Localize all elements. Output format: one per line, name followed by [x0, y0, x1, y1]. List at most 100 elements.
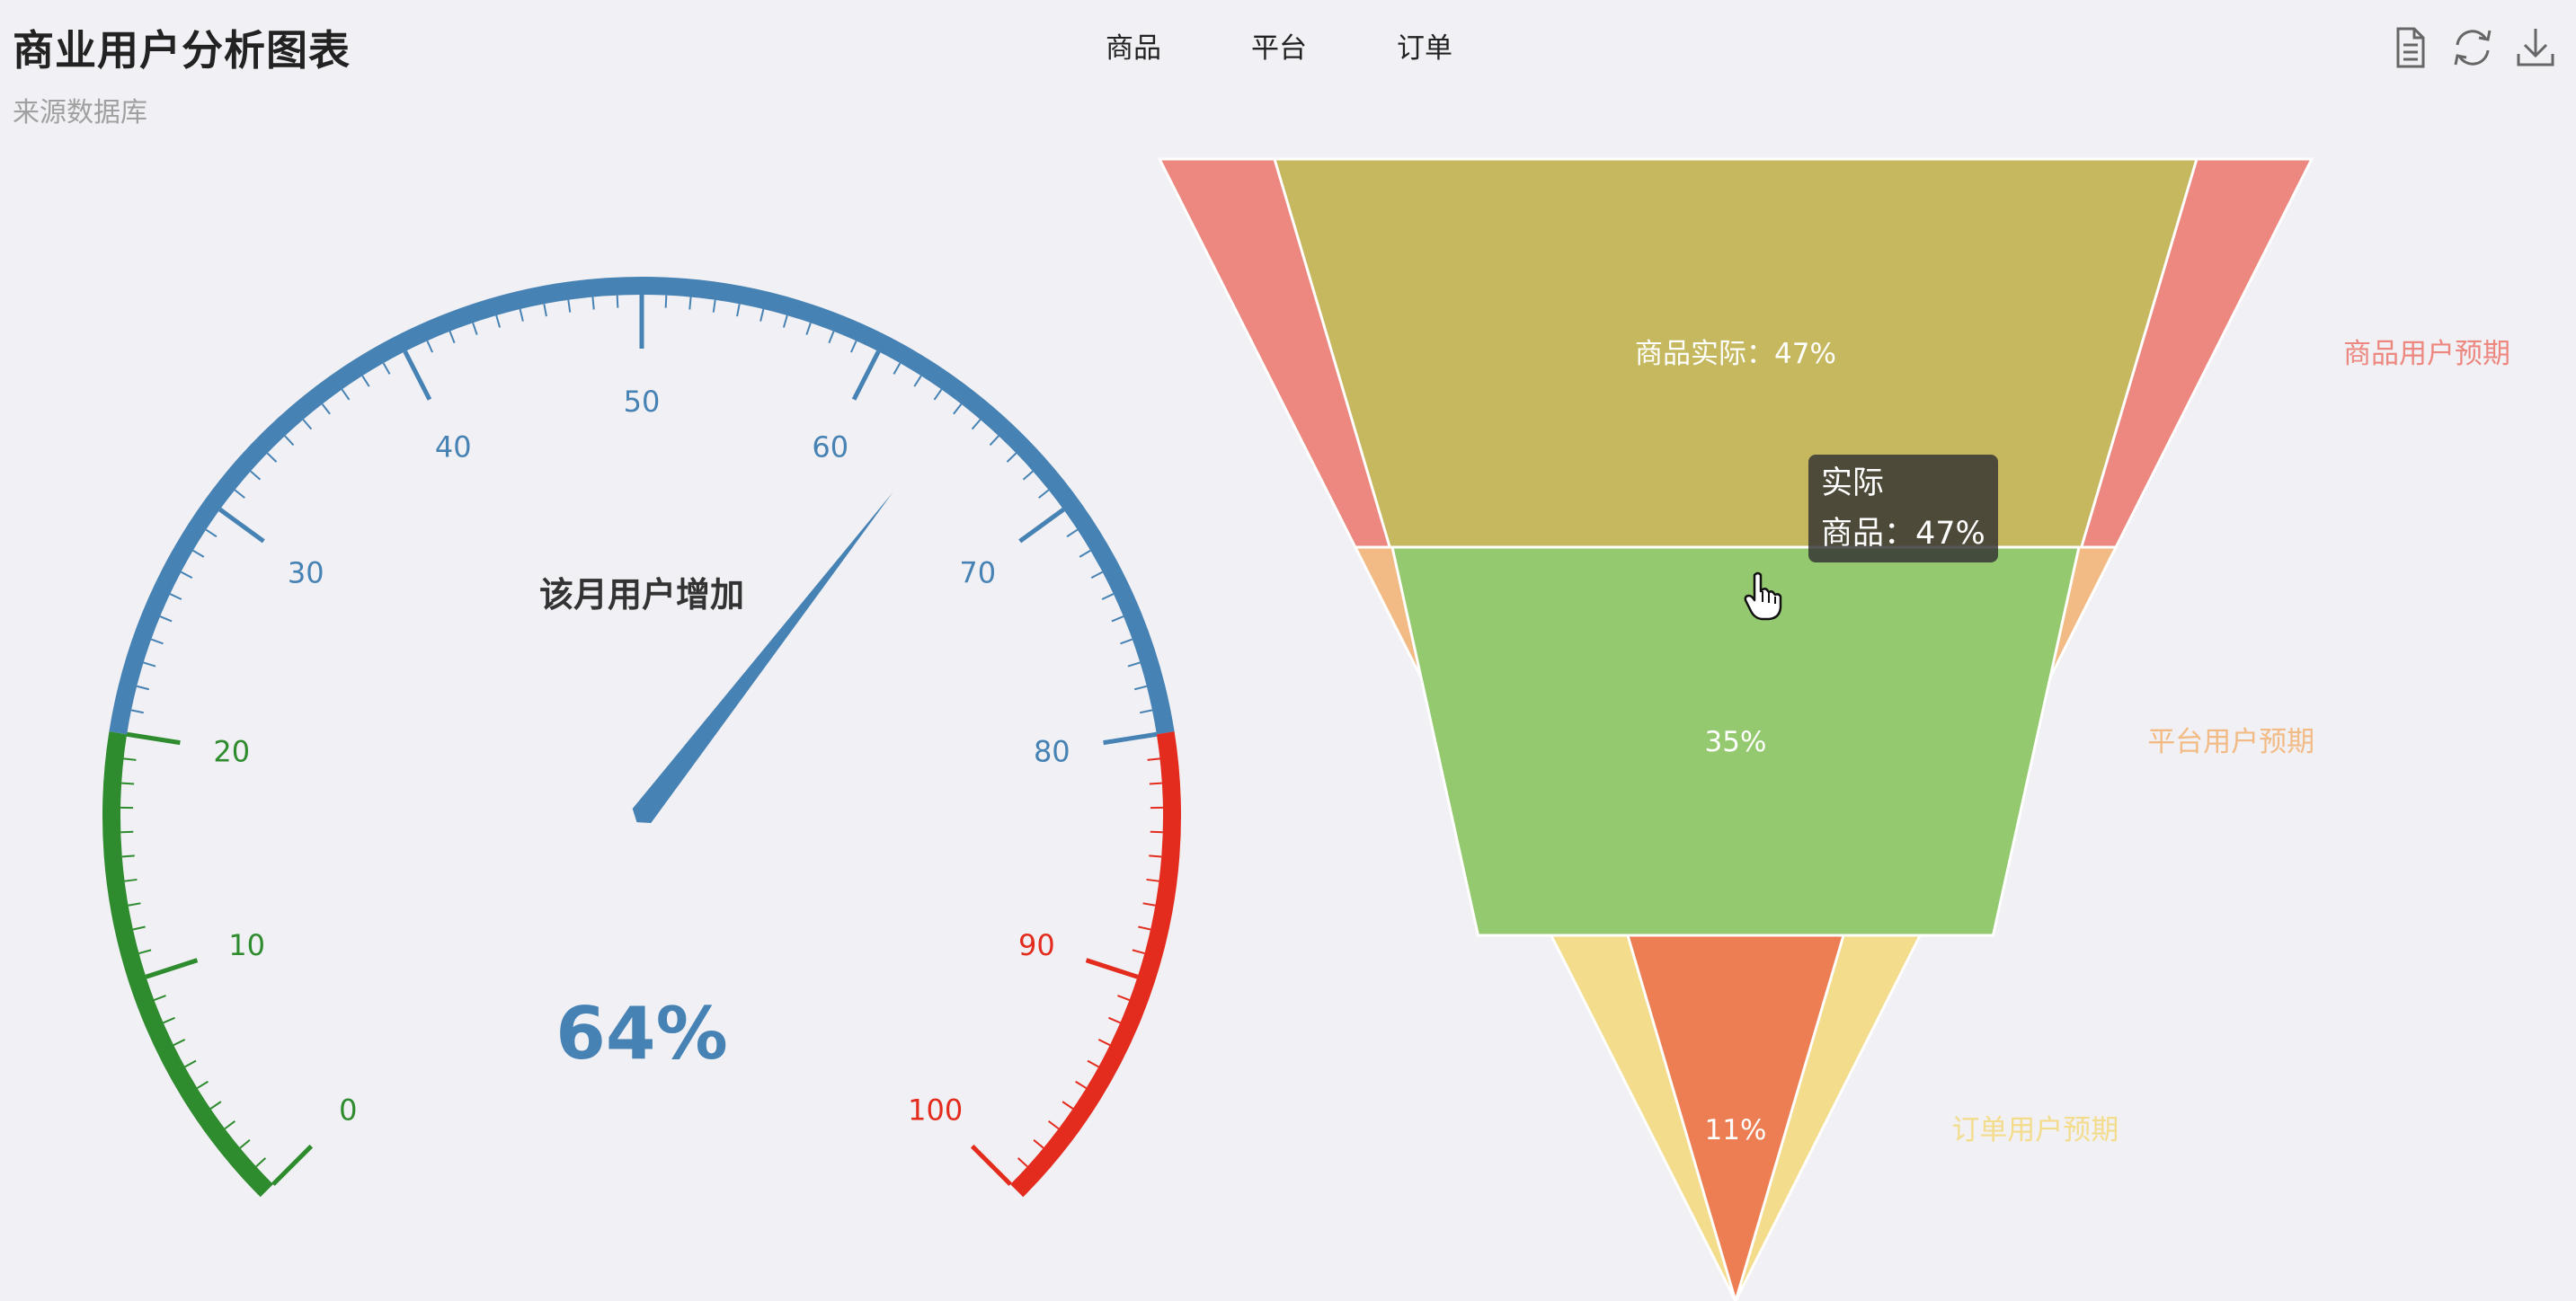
gauge-minor-tick — [239, 1139, 251, 1149]
gauge-tick-label: 80 — [1034, 735, 1070, 769]
gauge-minor-tick — [782, 314, 788, 328]
gauge-minor-tick — [1075, 1080, 1088, 1089]
gauge-minor-tick — [123, 757, 137, 761]
gauge-chart: 0 10 20 30 40 50 60 70 80 90 100 该月用户增加 64% — [102, 277, 1181, 1198]
gauge-minor-tick — [1097, 1039, 1111, 1047]
gauge-minor-tick — [266, 452, 278, 463]
gauge-minor-tick — [361, 375, 370, 387]
gauge-minor-tick — [169, 593, 182, 600]
gauge-minor-tick — [132, 925, 146, 931]
gauge-major-tick — [970, 1144, 1012, 1186]
hand-pointer-icon — [1744, 571, 1782, 621]
funnel-actual-label: 11% — [1705, 1114, 1767, 1146]
gauge-minor-tick — [1022, 470, 1034, 481]
gauge-minor-tick — [341, 388, 351, 401]
gauge-minor-tick — [184, 1059, 197, 1068]
gauge-minor-tick — [971, 419, 982, 430]
gauge-minor-tick — [472, 322, 478, 335]
gauge-title: 该月用户增加 — [539, 575, 744, 615]
gauge-minor-tick — [150, 638, 164, 645]
gauge-minor-tick — [1033, 1139, 1044, 1149]
gauge-minor-tick — [1066, 528, 1079, 538]
download-icon[interactable] — [2511, 23, 2560, 72]
gauge-major-tick — [218, 508, 265, 544]
gauge-minor-tick — [196, 1080, 209, 1089]
gauge-minor-tick — [1149, 782, 1162, 785]
gauge-minor-tick — [128, 902, 141, 907]
gauge-minor-tick — [893, 362, 902, 375]
gauge-minor-tick — [143, 661, 156, 668]
gauge-minor-tick — [664, 295, 668, 308]
gauge-minor-tick — [1142, 902, 1156, 907]
tooltip-series: 实际 — [1821, 465, 1885, 501]
gauge-minor-tick — [1147, 757, 1160, 761]
refresh-icon[interactable] — [2448, 23, 2497, 72]
gauge-minor-tick — [1006, 452, 1017, 463]
gauge-band-1 — [109, 277, 1175, 735]
gauge-minor-tick — [688, 296, 692, 310]
gauge-minor-tick — [1133, 685, 1148, 691]
funnel-actual-label: 商品实际：47% — [1635, 338, 1836, 370]
legend-item-order[interactable]: 订单 — [1397, 32, 1452, 65]
gauge-major-tick — [1018, 508, 1065, 544]
gauge-minor-tick — [321, 403, 331, 415]
gauge-value: 64% — [555, 992, 727, 1075]
gauge-minor-tick — [205, 528, 218, 538]
gauge-major-tick — [403, 350, 432, 401]
gauge-tick-label: 10 — [228, 928, 265, 962]
gauge-minor-tick — [913, 375, 922, 387]
legend-item-platform[interactable]: 平台 — [1251, 32, 1307, 65]
gauge-minor-tick — [121, 782, 135, 785]
gauge-tick-label: 90 — [1018, 928, 1055, 962]
gauge-minor-tick — [1038, 489, 1050, 499]
gauge-minor-tick — [736, 304, 741, 317]
gauge-minor-tick — [1140, 709, 1153, 714]
funnel-actual-segment[interactable] — [1272, 157, 2199, 549]
gauge-minor-tick — [1120, 638, 1133, 645]
gauge-minor-tick — [933, 388, 943, 401]
gauge-minor-tick — [828, 331, 835, 344]
gauge-minor-tick — [138, 949, 152, 955]
gauge-tick-label: 60 — [812, 429, 848, 464]
tooltip-value: 商品：47% — [1821, 516, 1985, 552]
gauge-band-0 — [102, 731, 273, 1198]
gauge-minor-tick — [759, 308, 765, 322]
gauge-minor-tick — [989, 435, 999, 447]
gauge-minor-tick — [124, 878, 138, 882]
legend-item-product[interactable]: 商品 — [1106, 32, 1161, 65]
gauge-minor-tick — [163, 1016, 175, 1024]
gauge-major-tick — [1085, 958, 1139, 979]
gauge-pointer — [632, 491, 893, 823]
gauge-minor-tick — [519, 308, 524, 322]
gauge-minor-tick — [1127, 661, 1141, 668]
gauge-minor-tick — [192, 549, 205, 558]
gauge-minor-tick — [382, 362, 391, 375]
gauge-minor-tick — [495, 314, 502, 328]
gauge-tick-label: 100 — [908, 1093, 963, 1128]
gauge-tick-label: 50 — [624, 385, 661, 419]
gauge-minor-tick — [250, 470, 262, 481]
gauge-band-2 — [1010, 731, 1181, 1198]
gauge-tick-label: 70 — [959, 555, 996, 589]
gauge-minor-tick — [1061, 1101, 1074, 1110]
gauge-minor-tick — [1111, 615, 1124, 623]
legend: 商品 平台 订单 — [1106, 25, 1542, 66]
gauge-minor-tick — [224, 1120, 235, 1130]
gauge-minor-tick — [1138, 925, 1151, 931]
funnel-actual-label: 35% — [1705, 726, 1767, 758]
data-view-icon[interactable] — [2385, 23, 2434, 72]
gauge-minor-tick — [567, 299, 572, 313]
gauge-minor-tick — [1146, 878, 1159, 882]
gauge-minor-tick — [255, 1157, 267, 1168]
gauge-major-tick — [126, 731, 181, 746]
funnel-actual-segment[interactable] — [1625, 934, 1846, 1301]
gauge-minor-tick — [1108, 1016, 1121, 1024]
gauge-minor-tick — [1132, 949, 1145, 955]
gauge-minor-tick — [1090, 571, 1104, 580]
gauge-minor-tick — [209, 1101, 222, 1110]
gauge-minor-tick — [426, 340, 433, 353]
gauge-minor-tick — [616, 295, 619, 308]
